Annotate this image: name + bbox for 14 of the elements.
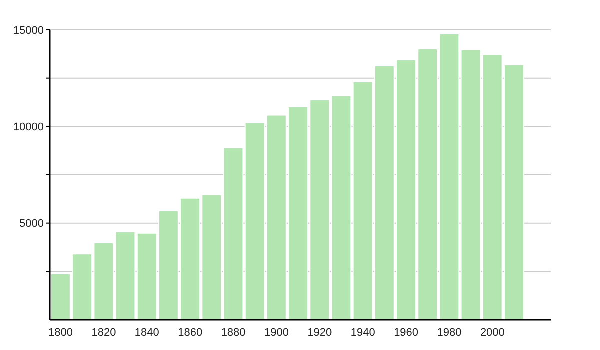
x-tick-label: 1940 [350, 326, 376, 339]
x-tick-label: 1880 [221, 326, 246, 339]
x-tick-label: 1920 [308, 326, 332, 339]
x-tick-label: 1960 [394, 326, 419, 339]
x-tick-label: 1860 [178, 326, 203, 339]
x-tick-label: 1800 [48, 326, 74, 339]
x-tick-label: 1980 [437, 326, 462, 339]
x-tick-label: 1840 [134, 326, 160, 339]
x-tick-label: 2000 [480, 326, 505, 339]
y-tick-label: 10000 [13, 122, 44, 134]
y-tick-label: 15000 [13, 24, 44, 37]
x-tick-label: 1900 [264, 326, 289, 339]
y-tick-label: 5000 [20, 218, 44, 230]
x-tick-label: 1820 [92, 326, 116, 339]
